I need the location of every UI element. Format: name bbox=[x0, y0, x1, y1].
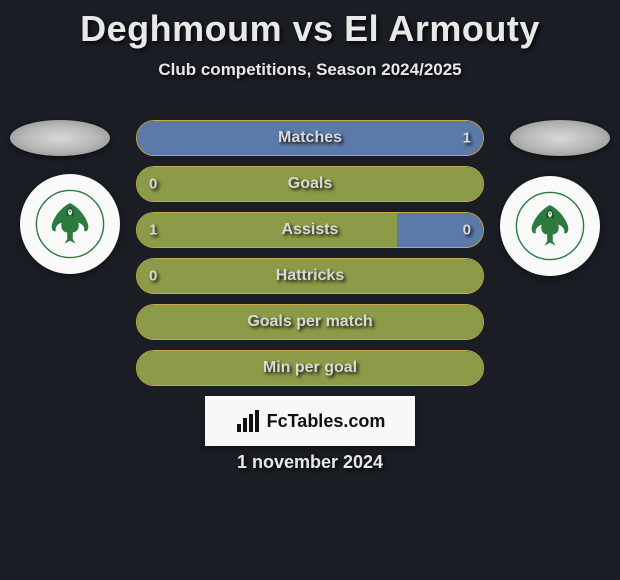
stat-value-left: 1 bbox=[149, 222, 157, 239]
stats-container: Matches1Goals0Assists10Hattricks0Goals p… bbox=[136, 120, 484, 396]
subtitle: Club competitions, Season 2024/2025 bbox=[0, 60, 620, 80]
eagle-crest-icon bbox=[35, 189, 105, 259]
stat-label: Goals bbox=[137, 175, 483, 193]
stat-bar: Assists1 0 bbox=[136, 212, 484, 248]
stat-value-left: 0 bbox=[149, 268, 157, 285]
eagle-crest-icon bbox=[515, 191, 585, 261]
stat-label: Hattricks bbox=[137, 267, 483, 285]
stat-label: Matches bbox=[137, 129, 483, 147]
stat-bar: Goals0 bbox=[136, 166, 484, 202]
page-title: Deghmoum vs El Armouty bbox=[0, 0, 620, 50]
club-logo-left bbox=[20, 174, 120, 274]
branding-text: FcTables.com bbox=[267, 411, 386, 432]
stat-bar: Matches1 bbox=[136, 120, 484, 156]
shadow-ellipse-right bbox=[510, 120, 610, 156]
stat-bar: Hattricks0 bbox=[136, 258, 484, 294]
stat-label: Min per goal bbox=[137, 359, 483, 377]
stat-bar: Goals per match bbox=[136, 304, 484, 340]
date-text: 1 november 2024 bbox=[0, 452, 620, 473]
stat-value-right: 0 bbox=[463, 222, 471, 239]
stat-label: Assists bbox=[137, 221, 483, 239]
club-logo-right bbox=[500, 176, 600, 276]
bars-icon bbox=[235, 408, 261, 434]
branding-badge: FcTables.com bbox=[205, 396, 415, 446]
stat-bar: Min per goal bbox=[136, 350, 484, 386]
stat-value-left: 0 bbox=[149, 176, 157, 193]
stat-value-right: 1 bbox=[463, 130, 471, 147]
shadow-ellipse-left bbox=[10, 120, 110, 156]
stat-label: Goals per match bbox=[137, 313, 483, 331]
